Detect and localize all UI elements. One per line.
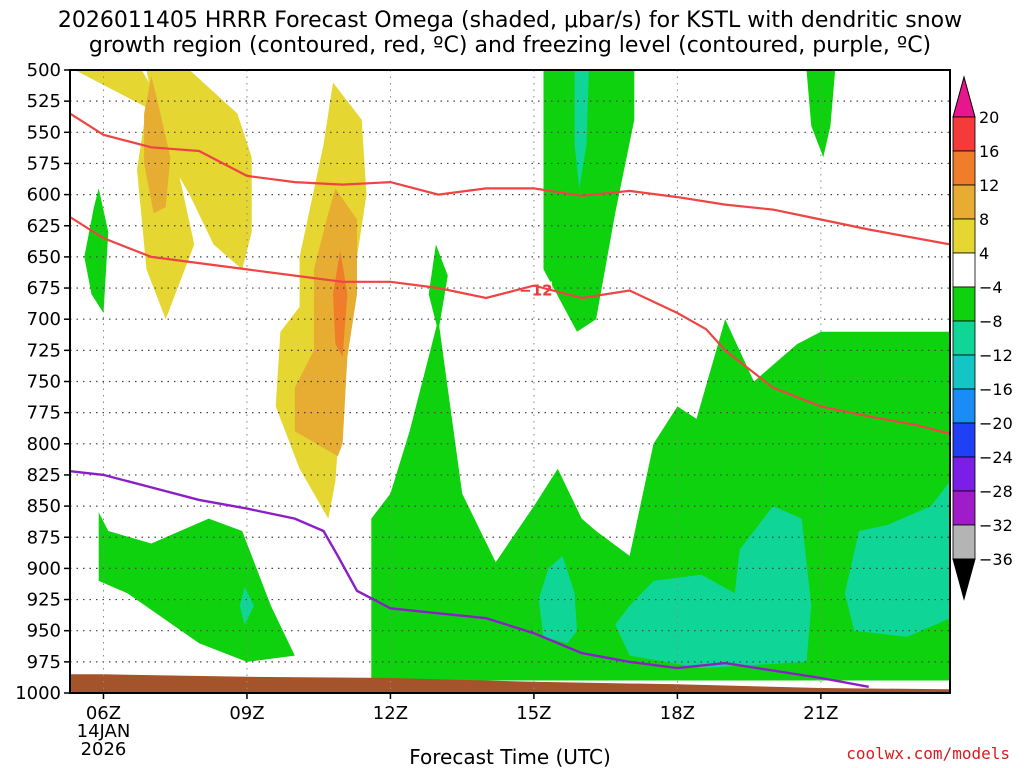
y-tick-label: 550 (27, 122, 61, 143)
omega-region-11 (98, 512, 295, 662)
x-tick-year: 2026 (81, 739, 127, 760)
y-tick-label: 975 (27, 652, 61, 673)
colorbar-label: 4 (979, 244, 989, 263)
colorbar: 20 16 12 8 4 −4 −8 −12 −16 −20 −24 −28 −32 −36 (952, 75, 1013, 601)
colorbar-label: −4 (979, 278, 1003, 297)
x-tick-label: 09Z (229, 703, 264, 724)
dgz-contour-0 (70, 112, 950, 246)
x-tick-label: 18Z (660, 703, 695, 724)
freezing-level-line (70, 470, 869, 688)
colorbar-under-triangle (952, 558, 976, 601)
colorbar-segment (952, 456, 976, 492)
y-tick-label: 800 (27, 434, 61, 455)
omega-region-9 (806, 70, 836, 158)
colorbar-segment (952, 320, 976, 356)
colorbar-segment (952, 286, 976, 322)
y-tick-label: 700 (27, 309, 61, 330)
credit-text: coolwx.com/models (846, 744, 1010, 763)
y-tick-label: 675 (27, 278, 61, 299)
colorbar-label: −28 (979, 482, 1013, 501)
colorbar-label: 12 (979, 176, 999, 195)
colorbar-label: −8 (979, 312, 1003, 331)
colorbar-segment (952, 150, 976, 186)
colorbar-segment (952, 354, 976, 390)
y-tick-label: 525 (27, 91, 61, 112)
y-tick-label: 725 (27, 340, 61, 361)
omega-region-6 (84, 188, 109, 313)
colorbar-segment (952, 490, 976, 526)
colorbar-segment (952, 388, 976, 424)
y-tick-label: 625 (27, 216, 61, 237)
x-tick-label: 15Z (516, 703, 551, 724)
omega-region-16 (844, 481, 950, 637)
contour-label: −12 (519, 282, 552, 300)
omega-region-8 (543, 70, 635, 332)
y-tick-label: 900 (27, 558, 61, 579)
y-tick-label: 925 (27, 590, 61, 611)
colorbar-label: −20 (979, 414, 1013, 433)
colorbar-segment (952, 218, 976, 254)
colorbar-label: 8 (979, 210, 989, 229)
x-tick-label: 06Z (86, 703, 121, 724)
y-tick-label: 825 (27, 465, 61, 486)
x-tick-date: 14JAN (77, 721, 131, 742)
plot-area: −12 (70, 70, 950, 693)
colorbar-segment (952, 252, 976, 288)
colorbar-label: 16 (979, 142, 999, 161)
colorbar-label: −12 (979, 346, 1013, 365)
omega-region-12 (239, 587, 255, 625)
colorbar-label: −24 (979, 448, 1013, 467)
x-tick-label: 12Z (373, 703, 408, 724)
y-tick-label: 600 (27, 185, 61, 206)
omega-region-10 (574, 70, 589, 189)
y-tick-label: 775 (27, 403, 61, 424)
colorbar-segment (952, 422, 976, 458)
contour-label-bg (519, 281, 552, 298)
y-axis-ticks: 500 525 550 575 600 625 650 675 700 725 750 775 800 8… (15, 60, 70, 704)
dgz-contour-1 (70, 216, 950, 435)
colorbar-label: 20 (979, 108, 999, 127)
y-tick-label: 850 (27, 496, 61, 517)
omega-region-5 (333, 250, 348, 357)
y-tick-label: 950 (27, 621, 61, 642)
y-tick-label: 875 (27, 527, 61, 548)
colorbar-segment (952, 524, 976, 560)
y-tick-label: 750 (27, 372, 61, 393)
terrain-shading (70, 674, 950, 693)
colorbar-label: −16 (979, 380, 1013, 399)
y-tick-label: 575 (27, 153, 61, 174)
colorbar-over-triangle (952, 75, 976, 118)
colorbar-segment (952, 116, 976, 152)
chart-title-line-2: growth region (contoured, red, ºC) and f… (89, 33, 931, 58)
x-tick-label: 21Z (803, 703, 838, 724)
omega-region-2 (144, 76, 171, 214)
colorbar-segment (952, 184, 976, 220)
y-tick-label: 1000 (15, 683, 61, 704)
omega-region-1 (146, 70, 252, 270)
omega-shaded-regions (74, 70, 950, 681)
colorbar-label: −36 (979, 550, 1013, 569)
terrain-layer (70, 674, 950, 693)
x-axis-label: Forecast Time (UTC) (409, 745, 611, 768)
omega-region-4 (294, 188, 357, 457)
y-tick-label: 650 (27, 247, 61, 268)
colorbar-label: −32 (979, 516, 1013, 535)
chart-title-line-1: 2026011405 HRRR Forecast Omega (shaded, … (58, 8, 962, 33)
y-tick-label: 500 (27, 60, 61, 81)
omega-region-15 (615, 506, 812, 669)
contour-lines: −12 (70, 112, 950, 688)
